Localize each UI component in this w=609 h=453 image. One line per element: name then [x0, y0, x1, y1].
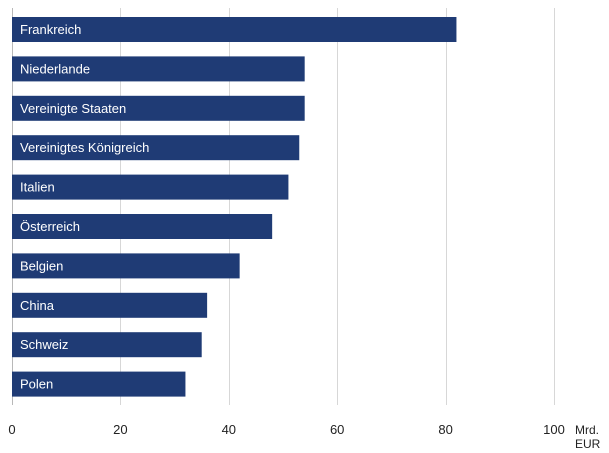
bar-0 — [12, 17, 457, 42]
bar-3 — [12, 135, 300, 161]
bar-label-0: Frankreich — [20, 22, 81, 37]
x-axis-ticks: 0 20 40 60 80 100 — [8, 422, 564, 437]
bar-8 — [12, 332, 202, 358]
x-tick-label-20: 20 — [113, 422, 127, 437]
x-tick-label-100: 100 — [543, 422, 565, 437]
x-tick-label-60: 60 — [330, 422, 344, 437]
x-tick-label-40: 40 — [222, 422, 236, 437]
bar-9 — [12, 371, 186, 397]
bar-6 — [12, 253, 240, 279]
bar-label-9: Polen — [20, 377, 53, 392]
bar-label-2: Vereinigte Staaten — [20, 101, 126, 116]
bar-5 — [12, 214, 273, 239]
bar-4 — [12, 174, 289, 200]
bar-label-1: Niederlande — [20, 61, 90, 76]
bar-7 — [12, 292, 208, 318]
bar-label-6: Belgien — [20, 258, 63, 273]
x-tick-label-0: 0 — [8, 422, 15, 437]
bar-2 — [12, 95, 305, 121]
bar-labels: Frankreich Niederlande Vereinigte Staaten V… — [20, 22, 149, 392]
bar-label-8: Schweiz — [20, 337, 68, 352]
x-tick-label-80: 80 — [438, 422, 452, 437]
x-axis-unit-line-1: Mrd. — [575, 423, 599, 437]
bar-label-7: China — [20, 298, 55, 313]
bar-label-3: Vereinigtes Königreich — [20, 140, 149, 155]
bar-label-4: Italien — [20, 180, 55, 195]
x-axis-unit-line-2: EUR — [575, 437, 601, 451]
bar-label-5: Österreich — [20, 219, 80, 234]
bars — [12, 17, 457, 397]
bar-1 — [12, 56, 305, 82]
